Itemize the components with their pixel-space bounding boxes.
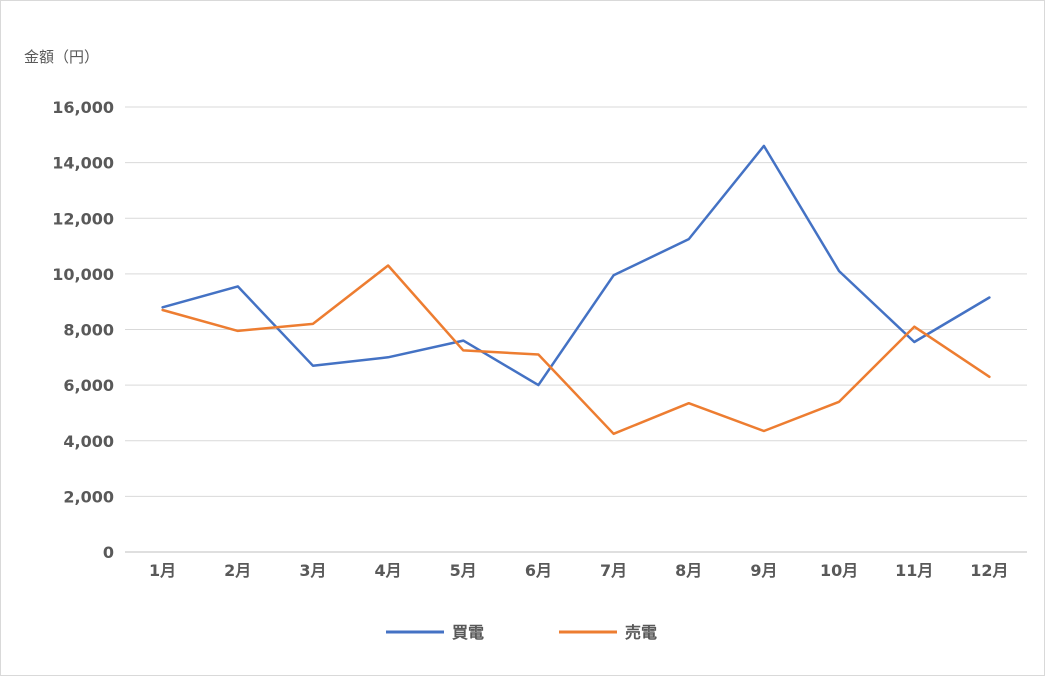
legend-label: 買電 [452, 623, 484, 642]
x-tick-label: 9月 [750, 561, 777, 580]
legend-label: 売電 [625, 623, 657, 642]
legend: 買電 売電 [386, 623, 657, 642]
y-tick-label: 14,000 [52, 154, 114, 173]
y-tick-label: 8,000 [63, 321, 114, 340]
y-tick-label: 4,000 [63, 432, 114, 451]
x-tick-label: 2月 [224, 561, 251, 580]
x-tick-label: 4月 [375, 561, 402, 580]
series-line-1 [163, 146, 990, 385]
y-axis-ticks: 0 2,000 4,000 6,000 8,000 10,000 12,000 14,000 1… [52, 98, 114, 562]
y-tick-label: 2,000 [63, 487, 114, 506]
x-axis-ticks: 1月 2月 3月 4月 5月 6月 7月 8月 9月 10月 11月 12月 [149, 561, 1009, 580]
x-tick-label: 3月 [299, 561, 326, 580]
y-axis-title: 金額（円） [24, 48, 99, 66]
x-tick-label: 1月 [149, 561, 176, 580]
y-tick-label: 6,000 [63, 376, 114, 395]
x-tick-label: 7月 [600, 561, 627, 580]
y-tick-label: 12,000 [52, 209, 114, 228]
y-tick-label: 0 [103, 543, 114, 562]
y-tick-label: 16,000 [52, 98, 114, 117]
x-tick-label: 6月 [525, 561, 552, 580]
x-tick-label: 11月 [895, 561, 933, 580]
series-line-2 [163, 266, 990, 434]
x-tick-label: 8月 [675, 561, 702, 580]
x-tick-label: 10月 [820, 561, 858, 580]
x-tick-label: 5月 [450, 561, 477, 580]
series-lines [163, 146, 990, 434]
y-tick-label: 10,000 [52, 265, 114, 284]
x-tick-label: 12月 [970, 561, 1008, 580]
